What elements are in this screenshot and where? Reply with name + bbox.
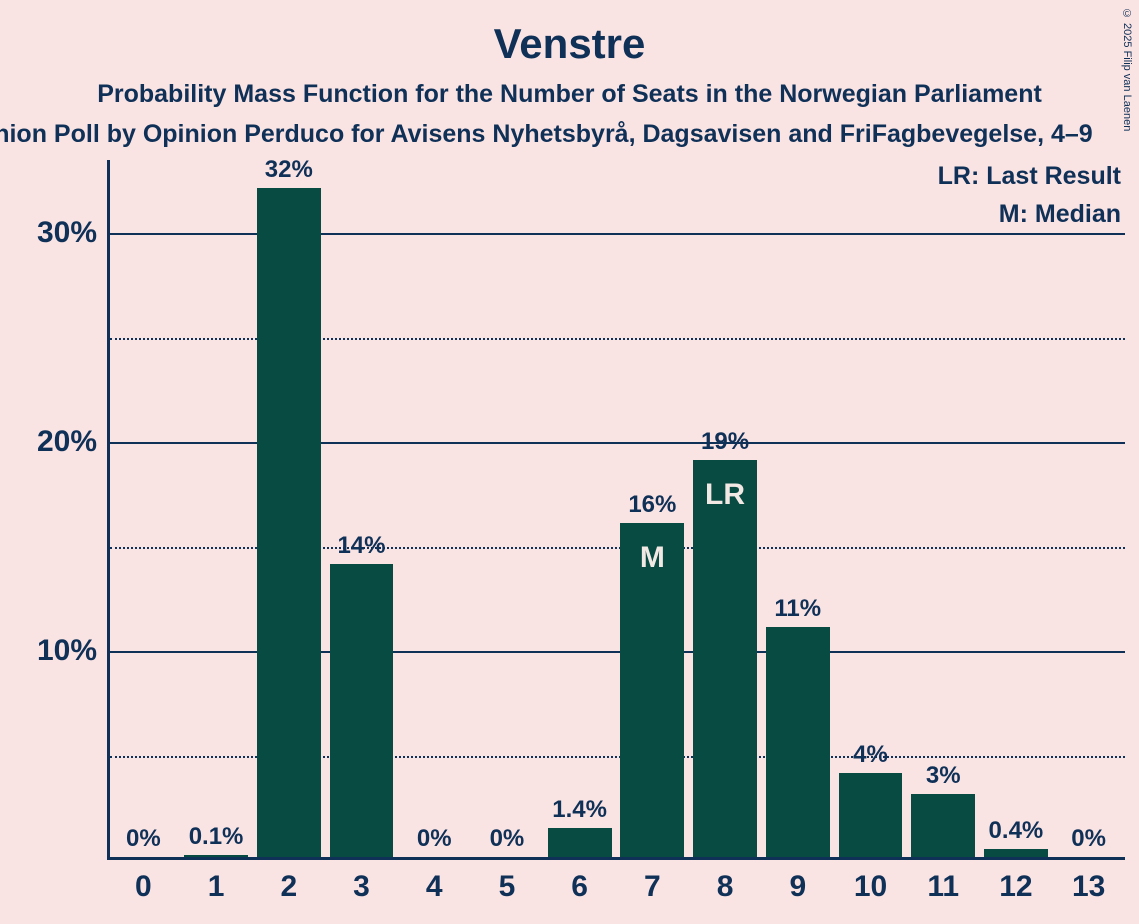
x-tick-label: 4 bbox=[426, 870, 443, 904]
x-tick-label: 10 bbox=[854, 870, 887, 904]
x-tick-label: 5 bbox=[499, 870, 516, 904]
bar-value-label: 11% bbox=[774, 595, 821, 623]
bar: 16%M bbox=[620, 523, 684, 857]
bar-value-label: 0% bbox=[417, 825, 452, 853]
bar-value-label: 0.1% bbox=[189, 823, 244, 851]
chart-subtitle-1: Probability Mass Function for the Number… bbox=[0, 80, 1139, 109]
chart-subtitle-2: pinion Poll by Opinion Perduco for Avise… bbox=[0, 120, 1093, 149]
y-tick-label: 30% bbox=[37, 216, 97, 250]
x-tick-label: 7 bbox=[644, 870, 661, 904]
bar-inner-label: M bbox=[640, 541, 665, 575]
x-axis bbox=[107, 857, 1125, 860]
bar: 14% bbox=[330, 564, 394, 857]
bar-value-label: 16% bbox=[628, 491, 676, 519]
bar: 11% bbox=[766, 627, 830, 857]
bar-value-label: 0% bbox=[126, 825, 161, 853]
bar-value-label: 0% bbox=[1071, 825, 1106, 853]
bar-value-label: 0.4% bbox=[989, 817, 1044, 845]
x-tick-label: 11 bbox=[927, 870, 959, 904]
x-tick-label: 1 bbox=[208, 870, 225, 904]
bar: 0.1% bbox=[184, 855, 248, 857]
bar-inner-label: LR bbox=[705, 478, 745, 512]
bar-value-label: 1.4% bbox=[552, 796, 607, 824]
bar: 3% bbox=[911, 794, 975, 857]
bar-value-label: 32% bbox=[265, 156, 313, 184]
x-tick-label: 8 bbox=[717, 870, 734, 904]
y-tick-label: 20% bbox=[37, 425, 97, 459]
x-tick-label: 2 bbox=[280, 870, 297, 904]
bar: 4% bbox=[839, 773, 903, 857]
bar: 32% bbox=[257, 188, 321, 857]
chart-title: Venstre bbox=[0, 20, 1139, 68]
bar-value-label: 3% bbox=[926, 762, 961, 790]
bar: 0.4% bbox=[984, 849, 1048, 857]
x-tick-label: 13 bbox=[1072, 870, 1105, 904]
x-tick-label: 6 bbox=[571, 870, 588, 904]
bar-value-label: 4% bbox=[853, 741, 888, 769]
chart-plot-area: 10%20%30%0123456789101112130%0.1%32%14%0… bbox=[107, 160, 1125, 860]
x-tick-label: 12 bbox=[999, 870, 1032, 904]
x-tick-label: 9 bbox=[789, 870, 806, 904]
x-tick-label: 3 bbox=[353, 870, 370, 904]
bar: 19%LR bbox=[693, 460, 757, 857]
y-tick-label: 10% bbox=[37, 634, 97, 668]
bar-value-label: 19% bbox=[701, 428, 749, 456]
bar-value-label: 0% bbox=[490, 825, 525, 853]
x-tick-label: 0 bbox=[135, 870, 152, 904]
bar-value-label: 14% bbox=[337, 532, 385, 560]
bar: 1.4% bbox=[548, 828, 612, 857]
